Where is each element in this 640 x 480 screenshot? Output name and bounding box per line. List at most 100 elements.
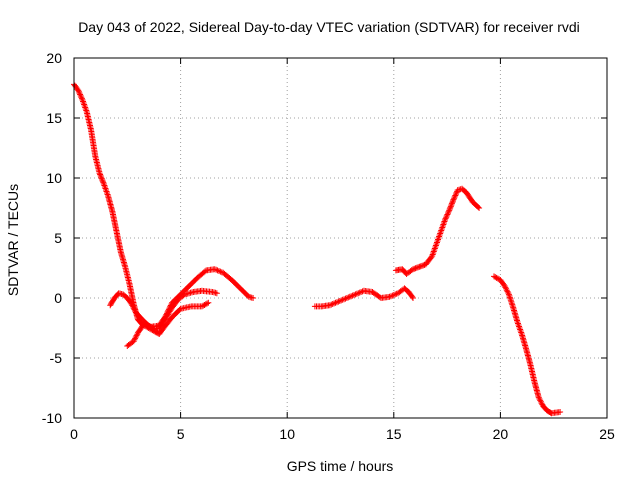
data-point: [201, 301, 208, 308]
data-point: [517, 328, 524, 334]
y-tick-label: 15: [46, 110, 62, 126]
data-point: [444, 211, 451, 218]
data-point: [352, 291, 359, 298]
data-points: [71, 81, 564, 417]
data-point: [390, 292, 397, 298]
data-point: [198, 303, 205, 310]
data-point: [141, 320, 148, 327]
x-tick-label: 25: [599, 426, 615, 442]
data-point: [76, 90, 83, 97]
data-point: [211, 266, 218, 273]
data-point: [143, 321, 150, 328]
data-point: [409, 295, 416, 301]
data-point: [451, 193, 458, 200]
data-point: [505, 290, 512, 296]
data-point: [332, 299, 339, 306]
data-point: [81, 103, 88, 109]
data-point: [345, 294, 352, 301]
plot-frame: [73, 57, 608, 419]
data-point: [339, 296, 346, 303]
data-point: [434, 238, 441, 244]
data-point: [75, 88, 82, 95]
data-point: [99, 176, 106, 183]
data-point: [537, 397, 544, 404]
data-point: [163, 311, 170, 318]
data-point: [162, 313, 169, 319]
data-point: [167, 302, 174, 309]
data-point: [514, 319, 521, 325]
data-point: [98, 174, 105, 181]
x-tick-label: 0: [70, 426, 78, 442]
data-point: [102, 187, 109, 193]
data-point: [408, 267, 415, 274]
data-point: [537, 398, 544, 405]
data-point: [441, 217, 448, 223]
data-point: [202, 301, 209, 308]
data-point: [517, 326, 524, 333]
data-point: [449, 199, 456, 206]
x-tick-label: 5: [177, 426, 185, 442]
data-point: [81, 101, 88, 108]
data-point: [129, 302, 136, 309]
y-tick-label: -10: [42, 410, 62, 426]
data-point: [501, 283, 508, 289]
data-point: [333, 299, 340, 306]
data-point: [446, 206, 453, 213]
x-axis-label: GPS time / hours: [287, 458, 394, 474]
data-point: [442, 215, 449, 222]
data-point: [502, 284, 509, 291]
y-tick-label: -5: [50, 350, 63, 366]
x-tick-label: 15: [386, 426, 402, 442]
data-point: [78, 95, 85, 102]
data-point: [131, 336, 138, 343]
data-point: [392, 291, 399, 298]
data-point: [453, 189, 460, 196]
data-point: [214, 267, 221, 274]
data-point: [503, 285, 510, 292]
data-point: [97, 171, 104, 178]
y-tick-label: 10: [46, 170, 62, 186]
data-point: [74, 86, 81, 93]
data-point: [515, 322, 522, 328]
data-point: [77, 91, 84, 98]
data-point: [348, 293, 355, 300]
data-point: [201, 268, 208, 275]
data-point: [142, 320, 149, 327]
data-point: [504, 288, 511, 295]
data-point: [104, 191, 111, 198]
data-point: [99, 178, 106, 185]
data-point: [440, 221, 447, 228]
data-point: [103, 188, 110, 195]
data-point: [447, 203, 454, 210]
axis-ticks: 0 5 10 15 20 25 -10 -5 0 5 10 15 20: [42, 50, 615, 442]
data-point: [386, 293, 393, 300]
data-point: [78, 94, 85, 101]
data-point: [204, 300, 211, 307]
data-point: [431, 245, 438, 252]
y-tick-label: 5: [54, 230, 62, 246]
data-point: [538, 400, 545, 407]
data-point: [435, 236, 442, 243]
data-point: [439, 223, 446, 229]
data-point: [98, 175, 105, 182]
data-point: [492, 274, 499, 281]
data-point: [166, 305, 173, 312]
data-point: [129, 303, 136, 310]
data-point: [433, 239, 440, 246]
data-point: [446, 207, 453, 214]
data-point: [341, 296, 348, 303]
data-point: [438, 227, 445, 234]
data-point: [452, 192, 459, 199]
data-point: [132, 334, 139, 340]
data-point: [432, 244, 439, 250]
data-point: [535, 394, 542, 401]
data-point: [100, 181, 107, 187]
data-point: [435, 235, 442, 241]
data-point: [409, 293, 416, 300]
data-point: [331, 300, 338, 307]
data-point: [438, 226, 445, 232]
chart-title: Day 043 of 2022, Sidereal Day-to-day VTE…: [78, 19, 580, 35]
data-point: [128, 301, 135, 307]
data-point: [165, 307, 172, 314]
